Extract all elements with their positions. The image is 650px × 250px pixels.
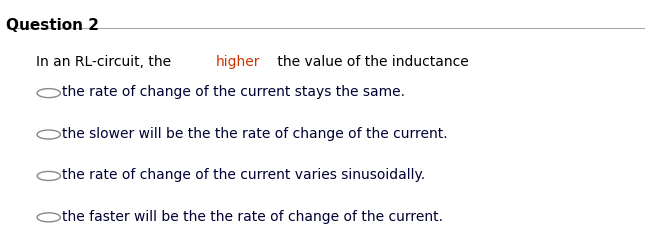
Text: In an RL-circuit, the: In an RL-circuit, the: [36, 55, 176, 69]
Text: the rate of change of the current stays the same.: the rate of change of the current stays …: [62, 85, 405, 99]
Text: the rate of change of the current varies sinusoidally.: the rate of change of the current varies…: [62, 168, 425, 181]
Text: Question 2: Question 2: [6, 18, 99, 32]
Text: the slower will be the the rate of change of the current.: the slower will be the the rate of chang…: [62, 126, 447, 140]
Text: higher: higher: [216, 55, 260, 69]
Text: the faster will be the the rate of change of the current.: the faster will be the the rate of chang…: [62, 209, 443, 223]
Text: the value of the inductance: the value of the inductance: [273, 55, 469, 69]
